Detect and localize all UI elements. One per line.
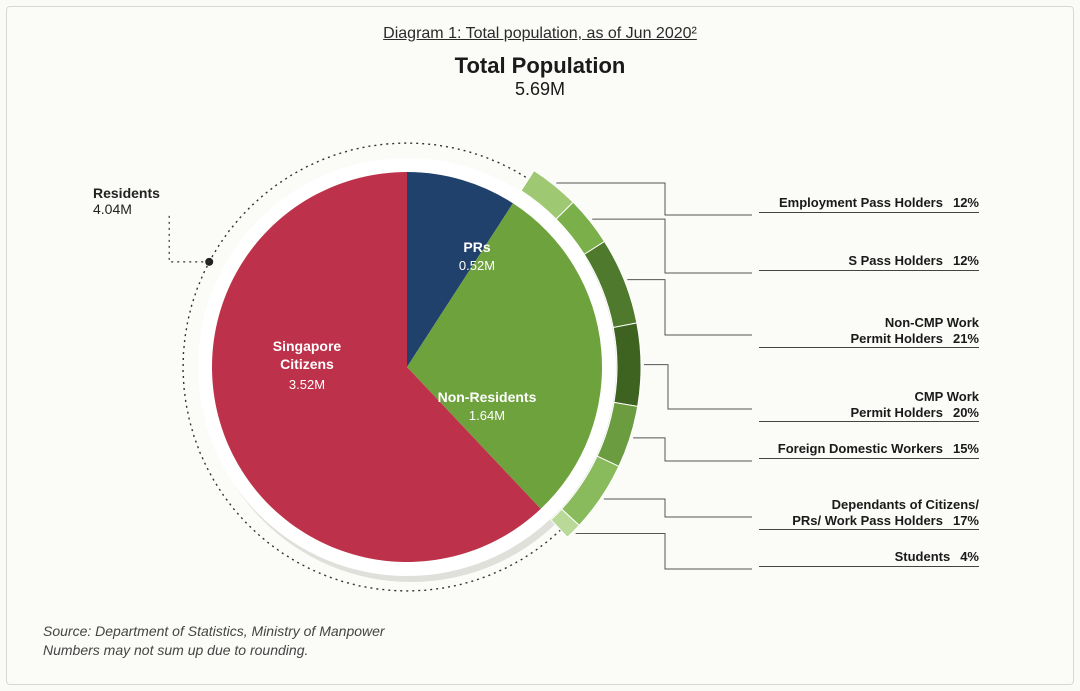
source-line1: Source: Department of Statistics, Minist… bbox=[43, 623, 385, 639]
leader-fdw bbox=[633, 438, 752, 461]
svg-text:1.64M: 1.64M bbox=[469, 408, 505, 423]
leader-cmp bbox=[644, 365, 752, 409]
seg-label-noncmp: Non-CMP WorkPermit Holders21% bbox=[759, 315, 979, 348]
seg-label-pct: 21% bbox=[953, 331, 979, 346]
seg-label-stu: Students 4% bbox=[759, 549, 979, 567]
svg-text:PRs: PRs bbox=[463, 239, 490, 255]
leader-stu bbox=[576, 534, 752, 569]
chart-card: Diagram 1: Total population, as of Jun 2… bbox=[6, 6, 1074, 685]
seg-label-ep: Employment Pass Holders 12% bbox=[759, 195, 979, 213]
seg-label-pct: 15% bbox=[953, 441, 979, 456]
leader-noncmp bbox=[627, 280, 752, 335]
seg-label-text: Foreign Domestic Workers bbox=[778, 441, 943, 456]
diagram-title: Diagram 1: Total population, as of Jun 2… bbox=[7, 25, 1073, 43]
seg-label-cmp: CMP WorkPermit Holders20% bbox=[759, 389, 979, 422]
svg-text:Singapore: Singapore bbox=[273, 338, 342, 354]
seg-label-text: Students bbox=[895, 549, 951, 564]
seg-label-pct: 12% bbox=[953, 195, 979, 210]
main-title: Total Population bbox=[7, 53, 1073, 79]
seg-label-pct: 4% bbox=[960, 549, 979, 564]
leader-dep bbox=[604, 499, 752, 517]
svg-text:Citizens: Citizens bbox=[280, 356, 334, 372]
seg-label-text: Dependants of Citizens/PRs/ Work Pass Ho… bbox=[792, 497, 979, 528]
seg-label-text: Employment Pass Holders bbox=[779, 195, 943, 210]
seg-label-pct: 12% bbox=[953, 253, 979, 268]
seg-label-pct: 17% bbox=[953, 513, 979, 528]
leader-ep bbox=[556, 183, 752, 215]
seg-label-pct: 20% bbox=[953, 405, 979, 420]
source-line2: Numbers may not sum up due to rounding. bbox=[43, 642, 308, 658]
seg-label-fdw: Foreign Domestic Workers 15% bbox=[759, 441, 979, 459]
svg-text:Non-Residents: Non-Residents bbox=[438, 389, 537, 405]
source-note: Source: Department of Statistics, Minist… bbox=[43, 622, 385, 660]
seg-label-text: S Pass Holders bbox=[848, 253, 943, 268]
seg-label-sp: S Pass Holders 12% bbox=[759, 253, 979, 271]
seg-label-dep: Dependants of Citizens/PRs/ Work Pass Ho… bbox=[759, 497, 979, 530]
svg-text:0.52M: 0.52M bbox=[459, 258, 495, 273]
nonres-seg-cmp bbox=[613, 323, 641, 406]
svg-text:3.52M: 3.52M bbox=[289, 377, 325, 392]
